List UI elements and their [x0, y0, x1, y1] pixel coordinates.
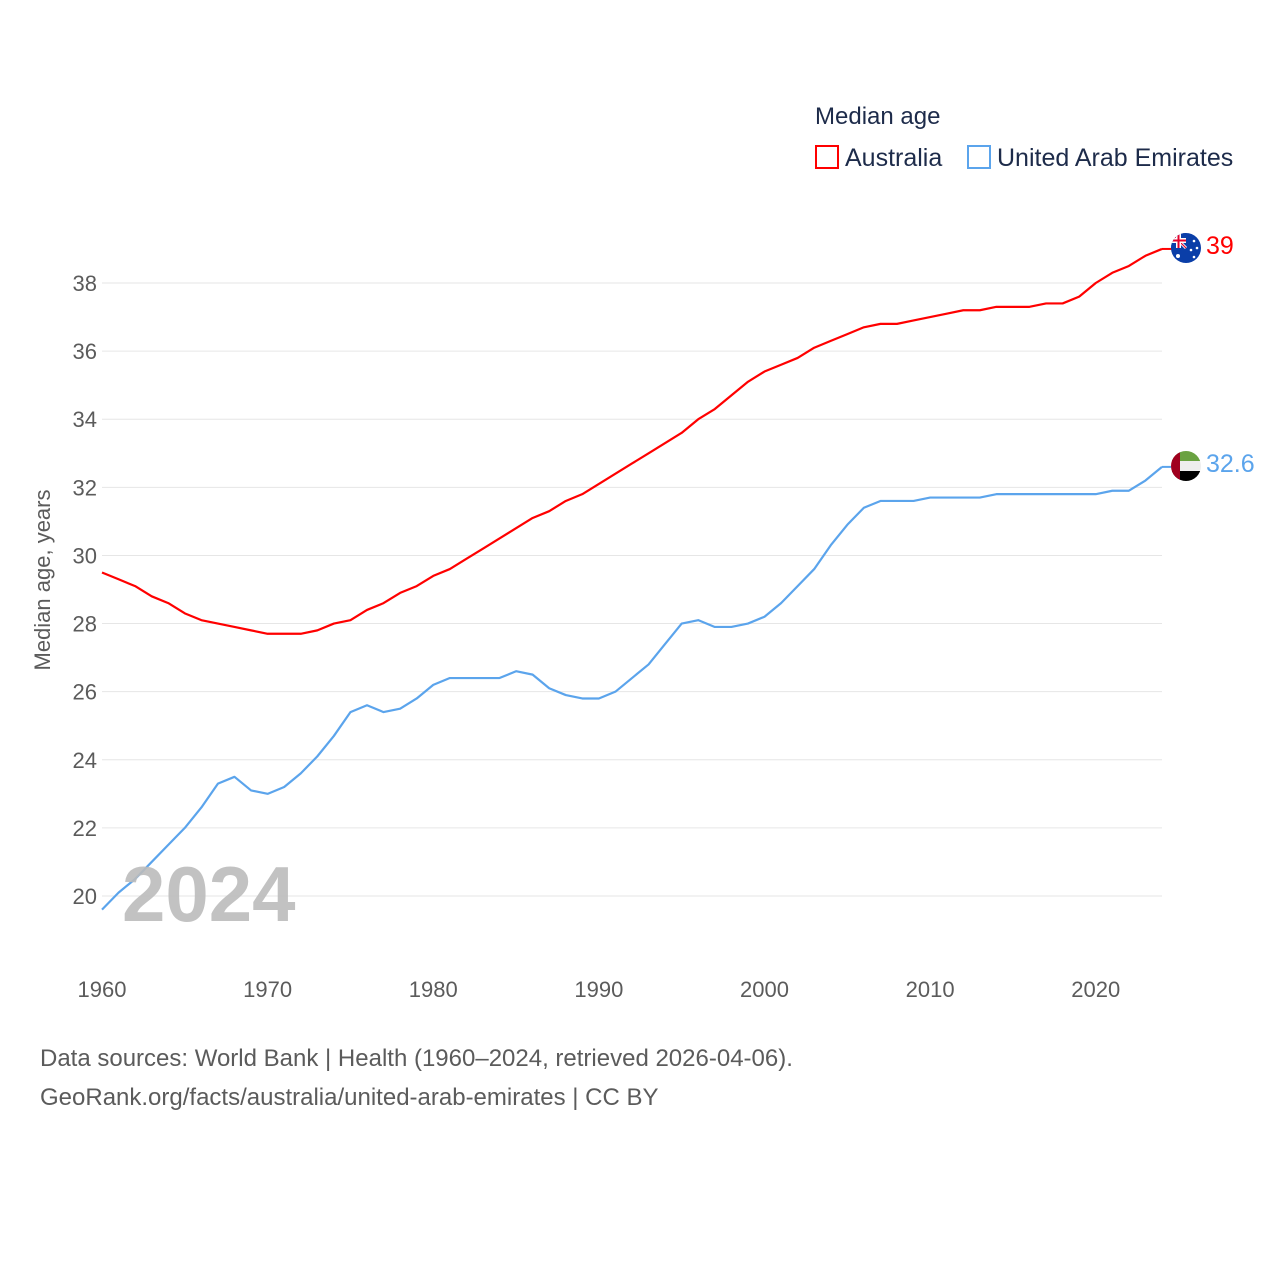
y-tick-label: 32: [73, 475, 97, 500]
x-tick-label: 1990: [574, 977, 623, 1002]
x-tick-label: 2000: [740, 977, 789, 1002]
y-axis-ticks: 20 22 24 26 28 30 32 34 36 38: [73, 271, 97, 909]
footer-sources: Data sources: World Bank | Health (1960–…: [40, 1045, 793, 1072]
y-tick-label: 26: [73, 680, 97, 705]
gridlines: [102, 282, 1162, 897]
y-axis-label: Median age, years: [30, 490, 55, 671]
y-tick-label: 22: [73, 816, 97, 841]
series-lines: [101, 247, 1172, 911]
series-line-australia: [101, 247, 1163, 635]
legend-item-uae[interactable]: United Arab Emirates: [967, 144, 1233, 172]
y-tick-label: 38: [73, 271, 97, 296]
year-watermark: 2024: [122, 850, 296, 938]
x-tick-label: 1980: [409, 977, 458, 1002]
x-tick-label: 2020: [1071, 977, 1120, 1002]
legend-swatch: [967, 145, 991, 169]
y-tick-label: 36: [73, 339, 97, 364]
x-tick-label: 1960: [78, 977, 127, 1002]
x-axis-ticks: 1960 1970 1980 1990 2000 2010 2020: [78, 977, 1121, 1002]
uae-end-label: 32.6: [1206, 450, 1255, 478]
footer-attribution[interactable]: GeoRank.org/facts/australia/united-arab-…: [40, 1084, 659, 1111]
uae-flag-icon: [1171, 451, 1201, 481]
legend-label: United Arab Emirates: [997, 144, 1233, 172]
y-tick-label: 34: [73, 407, 97, 432]
y-tick-label: 24: [73, 748, 97, 773]
legend-title: Median age: [815, 103, 940, 130]
series-line-united-arab-emirates: [101, 466, 1163, 911]
australia-flag-icon: [1171, 233, 1201, 263]
x-tick-label: 1970: [243, 977, 292, 1002]
y-tick-label: 20: [73, 884, 97, 909]
legend-swatch: [815, 145, 839, 169]
x-tick-label: 2010: [906, 977, 955, 1002]
y-tick-label: 30: [73, 543, 97, 568]
australia-end-label: 39: [1206, 232, 1234, 260]
legend-item-australia[interactable]: Australia: [815, 144, 942, 172]
legend-label: Australia: [845, 144, 942, 172]
y-tick-label: 28: [73, 612, 97, 637]
